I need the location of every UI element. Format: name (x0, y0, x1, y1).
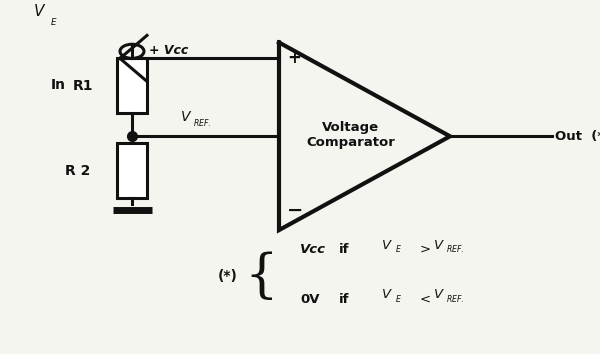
Text: $_E$: $_E$ (395, 293, 402, 306)
Text: R 2: R 2 (65, 164, 90, 178)
Text: + Vcc: + Vcc (149, 44, 188, 57)
Text: $V$: $V$ (33, 4, 46, 19)
Text: In: In (51, 78, 66, 92)
Text: {: { (244, 251, 278, 302)
Text: $_{REF.}$: $_{REF.}$ (446, 244, 465, 257)
Text: $V$: $V$ (180, 110, 192, 124)
Text: $_E$: $_E$ (50, 15, 58, 28)
Text: $>$: $>$ (417, 243, 431, 256)
Text: Voltage
Comparator: Voltage Comparator (307, 120, 395, 149)
Bar (117, 58, 147, 113)
Text: $V$: $V$ (433, 289, 445, 301)
Text: Out  (*): Out (*) (555, 130, 600, 143)
Text: $V$: $V$ (381, 289, 393, 301)
Text: +: + (287, 50, 301, 67)
Text: if: if (339, 243, 349, 256)
Text: $<$: $<$ (417, 293, 431, 306)
Text: −: − (287, 201, 303, 220)
Text: $V$: $V$ (433, 239, 445, 252)
Text: R1: R1 (73, 79, 93, 93)
Text: if: if (339, 293, 349, 306)
Text: $V$: $V$ (381, 239, 393, 252)
Text: 0V: 0V (300, 293, 320, 306)
Text: $_{REF.}$: $_{REF.}$ (193, 118, 212, 130)
Bar (117, 143, 147, 198)
Text: $_E$: $_E$ (395, 244, 402, 257)
Text: Vcc: Vcc (300, 243, 326, 256)
Text: $_{REF.}$: $_{REF.}$ (446, 293, 465, 306)
Text: (*): (*) (218, 269, 238, 283)
